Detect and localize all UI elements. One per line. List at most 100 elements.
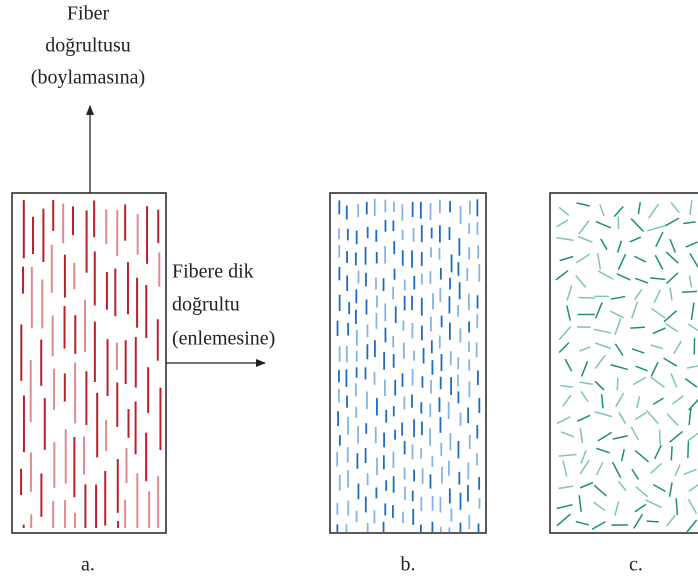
fibers-b	[336, 198, 481, 532]
fibers-c	[555, 200, 698, 532]
fiber	[575, 253, 591, 264]
fiber	[630, 218, 645, 233]
fiber	[650, 307, 666, 319]
fiber	[688, 275, 693, 288]
fiber	[669, 287, 673, 301]
fiber	[580, 449, 587, 464]
fiber	[594, 380, 605, 391]
fiber	[579, 459, 590, 475]
fiber	[593, 328, 612, 334]
fiber	[559, 255, 574, 262]
fiber	[556, 219, 569, 228]
fiber	[578, 220, 590, 235]
fiber	[591, 520, 606, 530]
fiber	[594, 302, 603, 319]
fiber	[566, 305, 571, 321]
fiber	[593, 484, 607, 497]
side-label-line: (enlemesine)	[172, 328, 275, 350]
fiber	[593, 501, 606, 512]
fiber	[654, 254, 664, 270]
fiber	[615, 392, 625, 408]
fiber	[684, 378, 698, 388]
fiber	[558, 206, 570, 217]
fiber	[595, 342, 612, 350]
fiber	[665, 323, 678, 333]
fiber	[645, 409, 659, 425]
fiber	[597, 431, 613, 442]
fiber	[600, 394, 604, 409]
fiber	[650, 376, 665, 388]
fiber	[687, 498, 698, 514]
fiber	[645, 499, 662, 509]
fiber	[610, 364, 628, 371]
fiber	[556, 503, 573, 510]
fiber	[687, 441, 690, 459]
fiber	[665, 251, 679, 264]
fiber	[614, 501, 620, 516]
fiber	[564, 358, 573, 372]
fiber	[634, 255, 647, 263]
fiber	[650, 361, 659, 377]
fiber	[580, 390, 589, 403]
fiber	[634, 288, 643, 300]
fiber	[675, 498, 679, 515]
fiber	[686, 365, 698, 369]
fiber	[578, 296, 596, 299]
fiber	[646, 520, 659, 523]
fiber	[681, 290, 698, 294]
fiber	[663, 357, 678, 367]
fiber	[652, 483, 666, 493]
fiber	[650, 344, 664, 350]
fiber	[578, 346, 591, 352]
fiber	[650, 462, 663, 474]
fiber	[632, 376, 647, 386]
fiber	[558, 326, 572, 341]
fiber	[630, 426, 639, 441]
fiber	[664, 217, 680, 227]
fiber	[618, 411, 627, 425]
top-label-line: doğrultusu	[45, 35, 131, 57]
fiber	[634, 412, 647, 421]
fiber	[665, 514, 677, 527]
fiber	[613, 205, 624, 218]
fiber	[558, 453, 577, 457]
fiber	[683, 468, 697, 476]
fiber	[647, 203, 660, 219]
fiber	[595, 220, 612, 229]
fiber	[614, 318, 622, 336]
fiber	[556, 416, 571, 425]
fiber	[562, 460, 568, 477]
fiber	[594, 411, 613, 418]
fiber	[634, 449, 650, 463]
fiber	[686, 519, 698, 532]
fiber	[612, 435, 629, 440]
panel-c	[549, 192, 698, 534]
fiber	[685, 241, 698, 248]
fiber	[653, 444, 662, 460]
fiber	[663, 310, 678, 323]
fiber	[595, 461, 604, 476]
fiber	[576, 202, 591, 207]
fiber	[596, 447, 610, 454]
side-label-line: doğrultu	[172, 294, 240, 316]
fiber	[558, 485, 574, 490]
fiber	[562, 394, 572, 408]
fiber	[575, 520, 590, 526]
fiber	[635, 365, 648, 372]
fiber	[617, 480, 627, 492]
fiber	[566, 285, 573, 301]
side-label-line: Fibere dik	[172, 261, 254, 283]
fiber	[620, 449, 625, 462]
fiber	[576, 414, 591, 423]
fiber	[594, 354, 606, 370]
fiber	[687, 432, 698, 442]
fiber	[683, 221, 696, 225]
fiber	[670, 202, 680, 214]
fiber	[634, 277, 649, 284]
panel-b	[329, 192, 487, 534]
fiber	[688, 407, 692, 426]
fiber	[579, 481, 594, 489]
fiber	[617, 253, 627, 271]
fibers-a	[20, 199, 162, 528]
